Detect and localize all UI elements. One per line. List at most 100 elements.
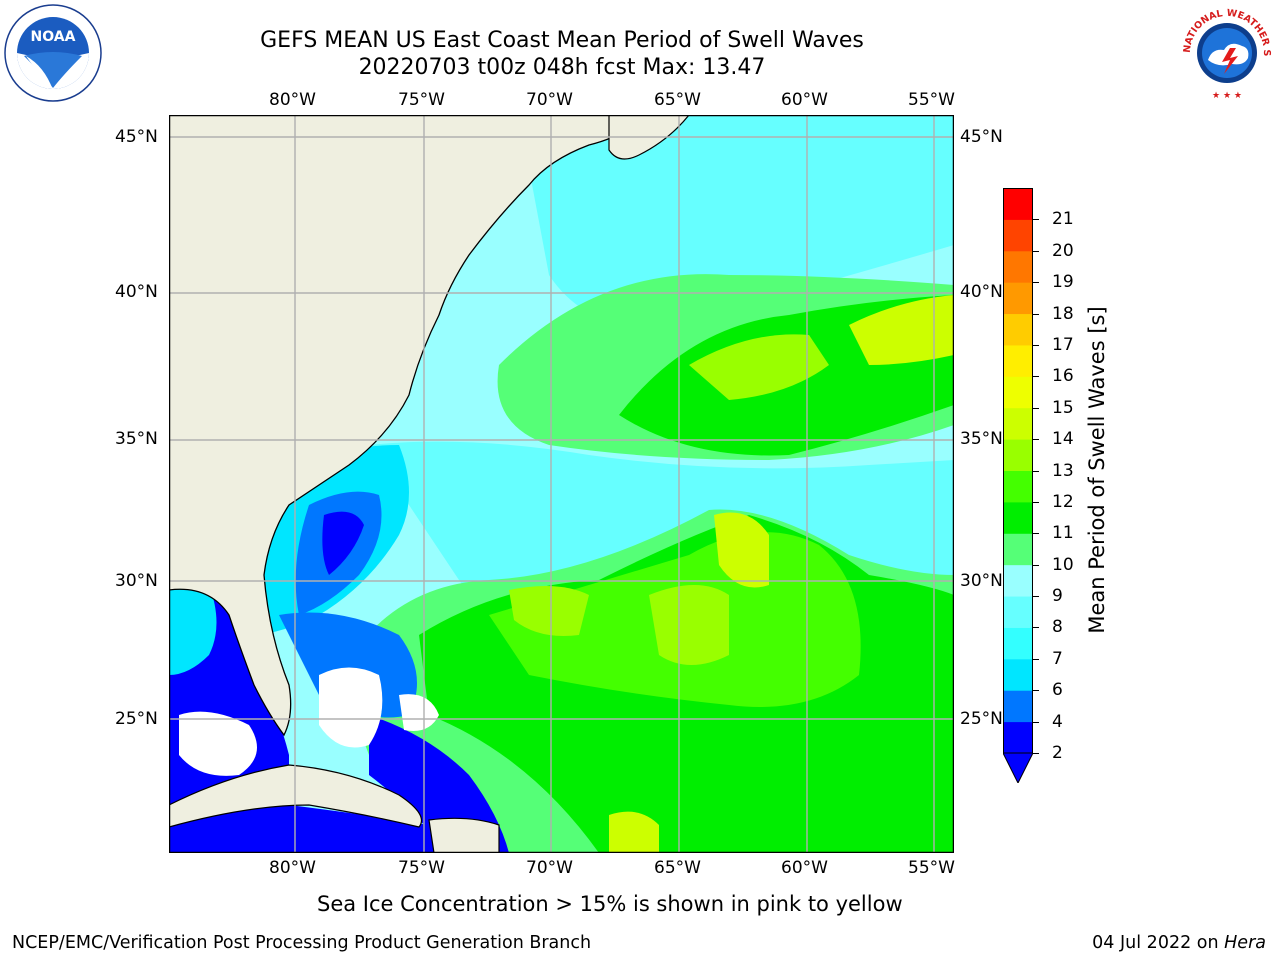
- colorbar-frame: [1003, 188, 1033, 754]
- lat-label-left: 30°N: [115, 571, 158, 591]
- lon-label-top: 55°W: [908, 90, 955, 110]
- colorbar-bin: [1003, 564, 1033, 597]
- graticule: [169, 115, 954, 853]
- colorbar-tick-label: 4: [1052, 711, 1063, 732]
- lat-label-right: 40°N: [960, 282, 1003, 302]
- swell-region: [849, 295, 954, 365]
- colorbar-tick-label: 18: [1052, 303, 1074, 324]
- lon-label-top: 70°W: [526, 90, 573, 110]
- colorbar-tick-label: 16: [1052, 366, 1074, 387]
- colorbar-tick-label: 14: [1052, 429, 1074, 450]
- chart-title: GEFS MEAN US East Coast Mean Period of S…: [260, 28, 864, 53]
- colorbar-bin: [1003, 219, 1033, 252]
- colorbar-bin: [1003, 470, 1033, 503]
- swell-region: [509, 586, 589, 636]
- noaa-logo: NOAA: [4, 4, 102, 102]
- masked-area: [319, 667, 383, 748]
- chart-subtitle: 20220703 t00z 048h fcst Max: 13.47: [358, 55, 766, 80]
- colorbar-tick-mark: [1033, 219, 1039, 221]
- swell-region: [689, 334, 829, 400]
- nws-logo: NATIONAL WEATHER SERVICE ★ ★ ★: [1174, 0, 1276, 102]
- colorbar-tick-label: 19: [1052, 272, 1074, 293]
- lat-label-right: 45°N: [960, 127, 1003, 147]
- colorbar-tick-mark: [1033, 533, 1039, 535]
- colorbar-tick-label: 15: [1052, 397, 1074, 418]
- colorbar-tick-label: 6: [1052, 680, 1063, 701]
- footer-date-text: 04 Jul 2022 on: [1092, 933, 1225, 953]
- colorbar-tick-mark: [1033, 313, 1039, 315]
- north-america-landmass: [169, 115, 640, 737]
- colorbar-bin: [1003, 344, 1033, 377]
- lon-label-bottom: 80°W: [269, 858, 316, 878]
- colorbar-bin: [1003, 407, 1033, 440]
- colorbar-tick-label: 11: [1052, 523, 1074, 544]
- map-panel: [168, 114, 955, 854]
- lat-label-left: 25°N: [115, 709, 158, 729]
- colorbar-bin: [1003, 282, 1033, 315]
- colorbar-tick-mark: [1033, 596, 1039, 598]
- swell-region: [169, 585, 217, 675]
- colorbar-tick-mark: [1033, 564, 1039, 566]
- colorbar-tick-label: 10: [1052, 554, 1074, 575]
- lat-label-left: 40°N: [115, 282, 158, 302]
- colorbar-tick-mark: [1033, 721, 1039, 723]
- svg-text:★ ★ ★: ★ ★ ★: [1212, 91, 1242, 101]
- lat-label-right: 35°N: [960, 429, 1003, 449]
- footer-date: 04 Jul 2022 on Hera: [1092, 932, 1266, 954]
- swell-region: [649, 585, 729, 665]
- colorbar-tick-mark: [1033, 658, 1039, 660]
- colorbar-tick-label: 21: [1052, 209, 1074, 230]
- colorbar-tick-mark: [1033, 690, 1039, 692]
- masked-area: [179, 711, 257, 776]
- swell-region: [714, 512, 769, 588]
- colorbar-tick-mark: [1033, 753, 1039, 754]
- lat-label-left: 45°N: [115, 127, 158, 147]
- colorbar-bin: [1003, 188, 1033, 220]
- lon-label-top: 65°W: [654, 90, 701, 110]
- colorbar-tick-mark: [1033, 439, 1039, 441]
- colorbar-bin: [1003, 376, 1033, 409]
- colorbar-tick-label: 2: [1052, 743, 1063, 763]
- swell-region: [322, 511, 364, 575]
- colorbar-tick-label: 12: [1052, 491, 1074, 512]
- colorbar-bin: [1003, 721, 1033, 754]
- hispaniola-land: [428, 817, 500, 853]
- colorbar-title: Mean Period of Swell Waves [s]: [1085, 306, 1109, 634]
- colorbar-ticks: 2 4 6 7 8 9 10 11 12 13 14 15 16 17 18 19 20 21: [1033, 178, 1100, 778]
- colorbar-tick-label: 7: [1052, 648, 1063, 669]
- colorbar-bin: [1003, 501, 1033, 534]
- lat-label-right: 30°N: [960, 571, 1003, 591]
- lon-label-top: 80°W: [269, 90, 316, 110]
- colorbar-bin: [1003, 533, 1033, 566]
- colorbar-tick-mark: [1033, 470, 1039, 472]
- colorbar-bin: [1003, 658, 1033, 691]
- colorbar-tick-label: 9: [1052, 586, 1063, 607]
- colorbar-bin: [1003, 439, 1033, 471]
- colorbar-bin: [1003, 627, 1033, 660]
- colorbar-tick-mark: [1033, 282, 1039, 284]
- colorbar-tick-mark: [1033, 407, 1039, 409]
- lon-label-bottom: 55°W: [908, 858, 955, 878]
- lon-label-bottom: 60°W: [781, 858, 828, 878]
- lon-label-bottom: 65°W: [654, 858, 701, 878]
- footer-machine: Hera: [1224, 933, 1266, 953]
- map-border: [168, 114, 955, 854]
- lon-label-top: 60°W: [781, 90, 828, 110]
- lat-label-left: 35°N: [115, 429, 158, 449]
- map-canvas: [168, 114, 955, 854]
- lat-label-right: 25°N: [960, 709, 1003, 729]
- colorbar-bin: [1003, 313, 1033, 346]
- colorbar-tick-mark: [1033, 250, 1039, 252]
- colorbar-tick-label: 17: [1052, 334, 1074, 355]
- colorbar-tick-mark: [1033, 501, 1039, 503]
- colorbar-extend-min: [1002, 752, 1034, 785]
- svg-text:NOAA: NOAA: [31, 29, 76, 45]
- colorbar-tick-mark: [1033, 344, 1039, 346]
- colorbar-tick-label: 8: [1052, 617, 1063, 638]
- lon-label-top: 75°W: [398, 90, 445, 110]
- swell-region: [519, 115, 954, 327]
- swell-region: [609, 811, 659, 853]
- colorbar-tick-label: 13: [1052, 460, 1074, 481]
- colorbar-tick-mark: [1033, 376, 1039, 378]
- footer-credit: NCEP/EMC/Verification Post Processing Pr…: [12, 933, 592, 953]
